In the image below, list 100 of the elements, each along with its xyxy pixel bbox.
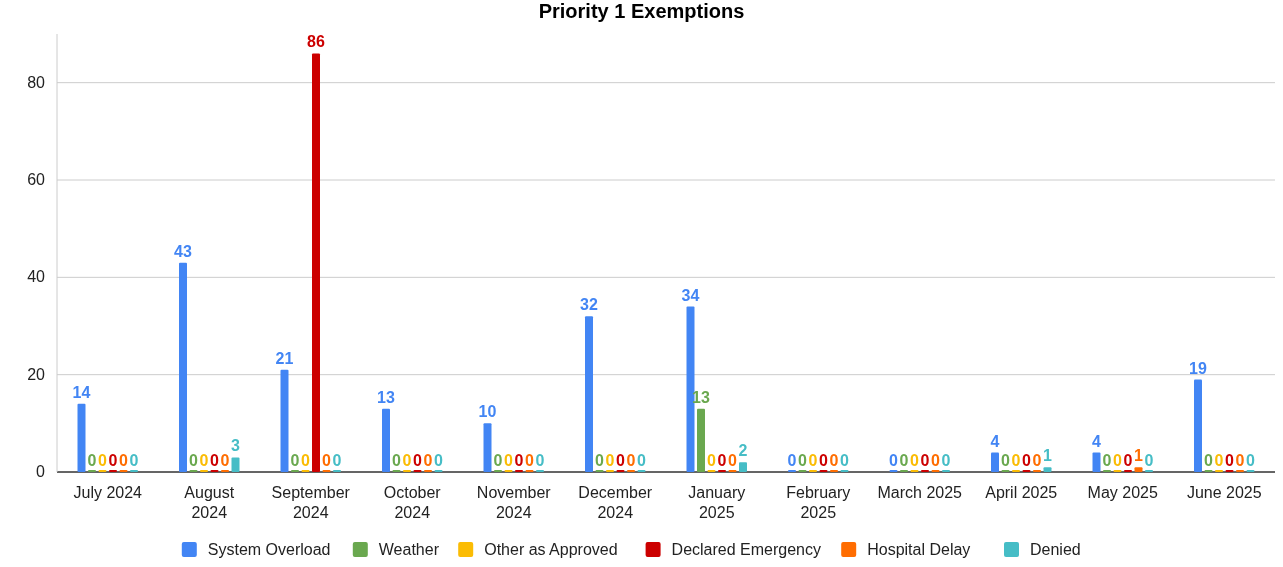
data-label: 0 [119,452,129,469]
data-label: 13 [377,388,395,406]
x-tick-label: October 2024 [383,484,442,521]
x-tick-label: December 2024 [578,484,653,521]
data-label: 0 [787,452,797,469]
data-label: 1 [1043,447,1053,465]
data-label: 0 [637,452,647,469]
data-label: 0 [920,452,930,469]
data-label: 0 [535,452,545,469]
x-tick-label: September 2024 [271,484,351,521]
data-label: 86 [307,33,325,51]
bar [77,403,86,472]
data-label: 0 [941,452,951,469]
bar [991,452,999,472]
data-label: 10 [478,403,497,421]
data-label: 0 [808,452,818,469]
y-tick-label: 40 [27,268,46,286]
data-label: 14 [72,383,91,401]
data-label: 0 [129,452,139,469]
data-label: 0 [1001,452,1011,469]
data-label: 0 [1032,452,1042,469]
data-label: 0 [707,452,717,469]
x-tick-label: March 2025 [877,484,963,501]
bar [739,462,747,472]
x-tick-label: May 2025 [1087,484,1158,501]
legend-label: Hospital Delay [867,541,971,558]
data-label: 34 [681,286,700,304]
bar [1043,467,1052,472]
data-label: 0 [1144,452,1154,469]
bar [1134,467,1143,472]
x-tick-label: August 2024 [184,484,235,521]
data-label: 4 [1092,432,1102,450]
data-label: 0 [899,452,909,469]
x-tick-label: June 2025 [1186,484,1262,501]
data-label: 0 [728,452,738,469]
bar [483,423,492,472]
data-label: 0 [514,452,524,469]
data-label: 0 [1204,452,1214,469]
data-label: 19 [1189,359,1207,377]
data-label: 0 [322,452,332,469]
data-label: 0 [108,452,118,469]
data-label: 0 [392,452,402,469]
x-tick-label: November 2024 [476,484,552,521]
data-label: 0 [1246,452,1256,469]
y-tick-label: 80 [27,73,46,91]
data-label: 0 [493,452,503,469]
data-label: 0 [840,452,850,469]
bar [1092,452,1101,472]
data-label: 0 [829,452,839,469]
legend-label: Weather [378,541,440,558]
y-tick-label: 20 [27,365,46,383]
data-label: 0 [1011,452,1021,469]
data-label: 0 [1113,452,1123,469]
data-label: 0 [220,452,230,469]
data-label: 0 [301,452,311,469]
data-label: 32 [580,296,598,314]
data-label: 0 [434,452,444,469]
data-label: 0 [1102,452,1112,469]
data-label: 0 [199,452,209,469]
data-label: 0 [189,452,199,469]
data-label: 0 [413,452,423,469]
data-label: 0 [819,452,829,469]
data-label: 0 [605,452,615,469]
bar [686,306,695,472]
data-label: 0 [1123,452,1133,469]
bar [231,457,240,472]
data-label: 0 [1225,452,1235,469]
data-label: 3 [231,437,241,455]
data-label: 21 [275,349,294,367]
x-tick-label: February 2025 [786,484,851,521]
data-label: 0 [87,452,97,469]
data-label: 0 [717,452,727,469]
legend-label: Declared Emergency [671,541,822,558]
y-tick-label: 60 [27,171,46,188]
data-label: 0 [402,452,412,469]
legend-label: Denied [1030,541,1081,558]
bar [382,408,390,472]
bar [1194,379,1202,472]
bar [179,262,187,472]
legend-label: Other as Approved [484,541,618,558]
data-label: 0 [931,452,941,469]
bar [280,369,289,472]
data-label: 0 [332,452,342,469]
data-label: 0 [1022,452,1032,469]
data-label: 0 [290,452,300,469]
legend-label: System Overload [207,541,331,558]
x-tick-label: July 2024 [73,484,143,501]
data-label: 0 [889,452,899,469]
x-tick-label: January 2025 [688,484,746,521]
data-label: 0 [98,452,108,469]
data-label: 0 [210,452,220,469]
data-label: 0 [616,452,626,469]
data-label: 2 [738,442,748,460]
bar [585,316,593,472]
data-label: 0 [595,452,605,469]
data-label: 0 [1214,452,1224,469]
chart-title: Priority 1 Exemptions [538,0,745,22]
bar [697,408,705,472]
data-label: 4 [990,432,1000,450]
data-label: 43 [174,242,192,260]
